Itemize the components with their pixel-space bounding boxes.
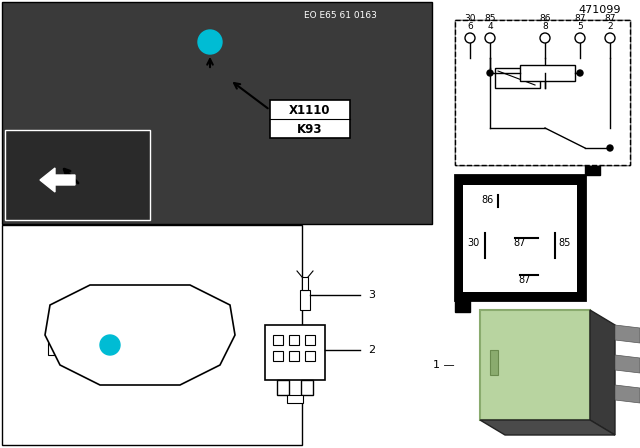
Circle shape: [607, 145, 613, 151]
Text: 1 —: 1 —: [433, 360, 455, 370]
Polygon shape: [585, 163, 600, 175]
Text: EO E65 61 0163: EO E65 61 0163: [303, 10, 376, 20]
Text: 86: 86: [540, 13, 551, 22]
Polygon shape: [45, 285, 235, 385]
Text: 86: 86: [482, 195, 494, 205]
Circle shape: [575, 33, 585, 43]
Bar: [48, 343, 54, 355]
Text: 5: 5: [577, 22, 583, 30]
Text: K93: K93: [297, 122, 323, 135]
Bar: [289, 351, 299, 361]
Polygon shape: [480, 420, 615, 435]
Text: 6: 6: [467, 22, 473, 30]
Circle shape: [485, 33, 495, 43]
Bar: [302, 277, 308, 290]
Polygon shape: [615, 355, 640, 373]
Bar: [289, 335, 299, 345]
Bar: [495, 68, 540, 88]
Bar: [2, 225, 302, 445]
Circle shape: [540, 33, 550, 43]
Bar: [455, 175, 585, 300]
Text: 8: 8: [542, 22, 548, 30]
Polygon shape: [455, 300, 470, 312]
Text: 2: 2: [607, 22, 613, 30]
Text: 87: 87: [514, 238, 526, 248]
Bar: [455, 20, 630, 165]
Bar: [287, 395, 303, 403]
Polygon shape: [40, 168, 75, 192]
Bar: [490, 350, 498, 375]
Bar: [305, 351, 315, 361]
Text: 85: 85: [559, 238, 571, 248]
Circle shape: [487, 70, 493, 76]
Text: 30: 30: [467, 238, 479, 248]
Circle shape: [605, 33, 615, 43]
Bar: [273, 351, 283, 361]
Text: 1: 1: [205, 35, 214, 48]
Circle shape: [198, 30, 222, 54]
Bar: [270, 100, 350, 138]
Circle shape: [577, 70, 583, 76]
Text: 4: 4: [487, 22, 493, 30]
Circle shape: [465, 33, 475, 43]
Text: 87: 87: [604, 13, 616, 22]
Text: 87: 87: [574, 13, 586, 22]
Text: X1110: X1110: [289, 103, 331, 116]
Bar: [5, 130, 150, 220]
Polygon shape: [590, 310, 615, 435]
Text: 30: 30: [464, 13, 476, 22]
Bar: [520, 65, 575, 81]
Bar: [273, 335, 283, 345]
Text: 85: 85: [484, 13, 496, 22]
Text: 87: 87: [519, 275, 531, 285]
Bar: [277, 380, 289, 395]
Bar: [463, 185, 577, 292]
Bar: [305, 335, 315, 345]
Bar: [455, 20, 630, 165]
Bar: [301, 380, 313, 395]
Text: 3: 3: [368, 290, 375, 300]
Text: 2: 2: [368, 345, 375, 355]
Bar: [480, 310, 590, 420]
Bar: [490, 350, 498, 375]
Bar: [265, 325, 325, 380]
Text: 1: 1: [106, 340, 114, 350]
Text: 471099: 471099: [579, 5, 621, 15]
Polygon shape: [615, 325, 640, 343]
Bar: [2, 2, 432, 224]
Circle shape: [100, 335, 120, 355]
Polygon shape: [615, 385, 640, 403]
Bar: [300, 290, 310, 310]
